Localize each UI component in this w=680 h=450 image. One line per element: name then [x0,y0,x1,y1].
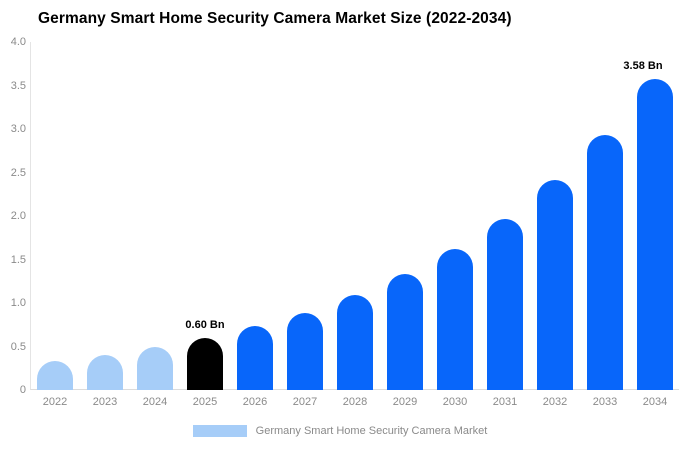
x-tick-label: 2032 [542,396,568,408]
y-tick-label: 3.5 [10,79,26,92]
bar-2022 [37,361,73,390]
bar-2026 [237,326,273,390]
y-tick-label: 0 [19,384,26,396]
legend[interactable]: Germany Smart Home Security Camera Marke… [0,425,680,437]
x-tick-label: 2025 [192,396,218,408]
bar-2029 [387,274,423,390]
x-tick-label: 2026 [242,396,268,408]
chart-title: Germany Smart Home Security Camera Marke… [38,10,512,27]
y-tick-label: 0.5 [10,340,26,353]
x-tick-label: 2033 [592,396,618,408]
bar-2024 [137,347,173,390]
bar-value-label: 0.60 Bn [185,318,225,331]
x-tick-label: 2034 [642,396,668,408]
y-tick-label: 4.0 [10,36,26,48]
bar-2028 [337,295,373,390]
x-tick-label: 2031 [492,396,518,408]
x-tick-label: 2024 [142,396,168,408]
bar-2023 [87,355,123,390]
bar-2025 [187,338,223,390]
y-tick-label: 1.0 [10,297,26,309]
legend-swatch-icon [192,425,247,437]
bar-2030 [437,249,473,390]
x-tick-label: 2028 [342,396,368,408]
bar-2033 [587,135,623,390]
x-tick-label: 2022 [42,396,68,408]
y-tick-label: 1.5 [10,253,26,266]
x-tick-label: 2023 [92,396,118,408]
y-tick-label: 2.0 [10,210,26,222]
legend-label: Germany Smart Home Security Camera Marke… [255,425,488,437]
bar-2032 [537,180,573,390]
x-tick-label: 2030 [442,396,468,408]
x-tick-label: 2027 [292,396,318,408]
y-tick-label: 2.5 [10,166,26,179]
bar-value-label: 3.58 Bn [623,59,663,72]
x-tick-label: 2029 [392,396,418,408]
bar-2031 [487,219,523,390]
bar-2027 [287,313,323,390]
bar-2034 [637,79,673,390]
y-tick-label: 3.0 [10,123,26,135]
